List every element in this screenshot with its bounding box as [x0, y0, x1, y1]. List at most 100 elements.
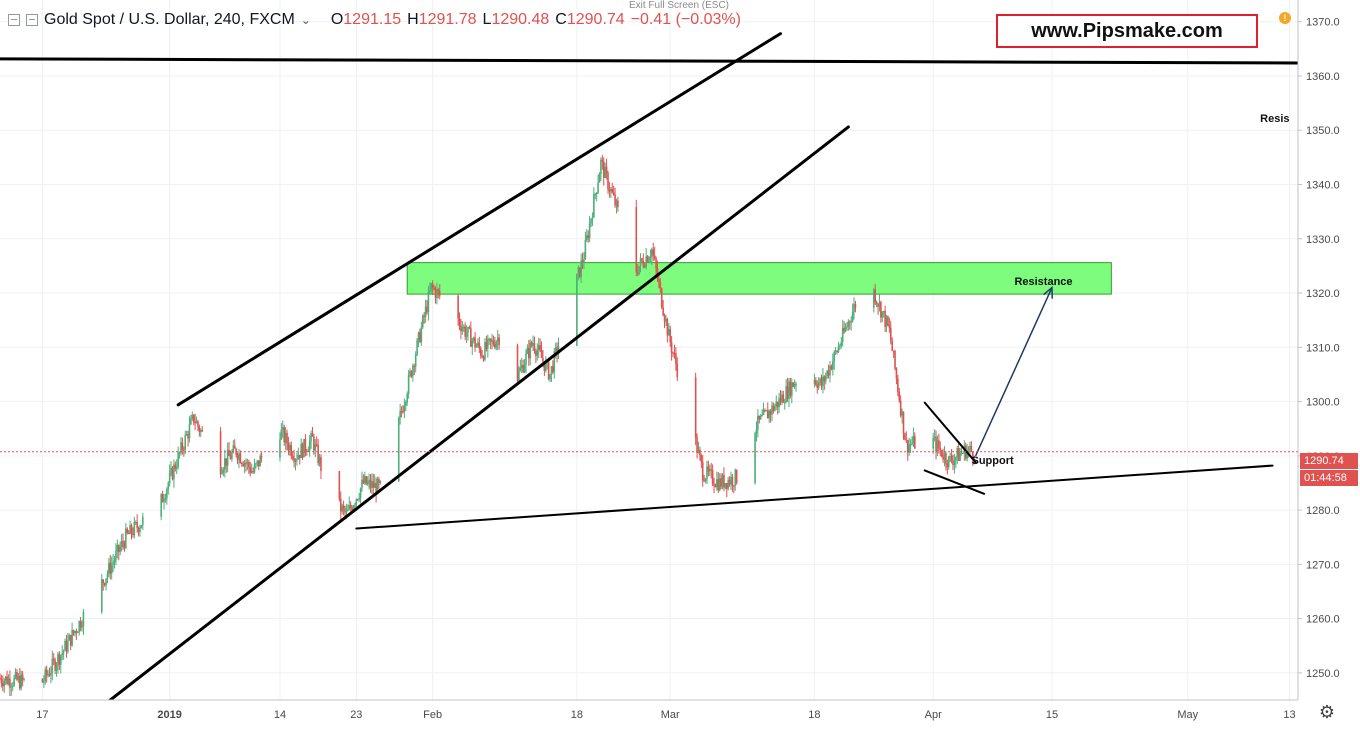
candle-body	[462, 326, 465, 329]
candle-body	[888, 324, 891, 328]
candle-body	[236, 454, 239, 460]
x-tick-label: Mar	[661, 709, 680, 721]
candle-body	[815, 379, 817, 385]
candle-body	[457, 295, 459, 319]
candle-body	[65, 640, 68, 652]
candle-body	[372, 481, 375, 488]
candle-body	[663, 315, 666, 322]
symbol-title[interactable]: Gold Spot / U.S. Dollar, 240, FXCM	[44, 11, 295, 28]
candle-body	[491, 340, 493, 342]
candle-body	[707, 466, 710, 472]
candle-body	[636, 271, 639, 275]
candle-body	[21, 674, 24, 680]
candle-body	[768, 410, 770, 419]
candle-body	[9, 678, 11, 688]
gear-icon[interactable]: ⚙	[1318, 702, 1336, 722]
candle-body	[59, 655, 62, 665]
candle-body	[827, 370, 830, 376]
candle-body	[557, 345, 560, 354]
candle-body	[970, 446, 973, 452]
candle-body	[225, 458, 228, 466]
candle-body	[766, 410, 769, 419]
candle-body	[706, 466, 708, 479]
change-value: −0.41 (−0.03%)	[630, 11, 741, 28]
candle-body	[359, 488, 362, 499]
candle-body	[704, 478, 707, 482]
y-tick-label: 1320.0	[1306, 288, 1340, 300]
high-value: 1291.78	[418, 11, 477, 28]
candle-body	[109, 562, 112, 574]
candle-body	[365, 476, 368, 485]
candle-body	[694, 377, 697, 438]
candle-body	[81, 626, 83, 628]
candle-body	[310, 433, 312, 442]
candle-body	[117, 544, 120, 552]
candle-body	[438, 291, 441, 296]
candle-body	[713, 483, 715, 487]
candle-body	[174, 464, 177, 469]
exit-fullscreen-hint[interactable]: Exit Full Screen (ESC)	[628, 0, 730, 11]
candle-body	[482, 356, 485, 360]
candle-body	[423, 315, 425, 317]
candle-body	[733, 485, 735, 487]
candle-body	[67, 640, 69, 652]
collapse-icon-2[interactable]	[26, 14, 38, 26]
candle-body	[793, 383, 796, 387]
candle-body	[667, 328, 670, 336]
chart-header: Gold Spot / U.S. Dollar, 240, FXCM ⌄ O12…	[8, 8, 741, 32]
candle-body	[140, 525, 143, 528]
candle-body	[792, 382, 795, 387]
y-tick-label: 1360.0	[1306, 71, 1340, 83]
candle-body	[536, 350, 539, 356]
chevron-down-icon[interactable]: ⌄	[300, 13, 311, 27]
candle-body	[136, 521, 138, 528]
candle-body	[498, 337, 500, 345]
candle-body	[912, 435, 915, 444]
y-tick-label: 1310.0	[1306, 342, 1340, 354]
candle-body	[112, 562, 114, 565]
candle-body	[345, 511, 348, 513]
resistance-zone	[406, 262, 1112, 295]
candle-body	[488, 338, 491, 340]
candle-body	[933, 436, 936, 438]
candle-body	[946, 463, 949, 468]
candle-body	[115, 551, 117, 561]
annotations: Resistance Support Resis	[972, 113, 1290, 467]
candle-body	[178, 452, 181, 454]
candle-body	[467, 327, 469, 334]
candle-body	[108, 562, 110, 574]
candle-body	[175, 467, 178, 469]
candle-body	[666, 319, 669, 336]
candle-body	[416, 339, 418, 355]
candle-body	[529, 342, 532, 359]
candle-body	[602, 161, 605, 178]
candle-body	[297, 454, 300, 459]
candle-body	[74, 631, 76, 634]
x-tick-label: Feb	[423, 709, 442, 721]
candle-body	[429, 290, 431, 292]
alert-icon[interactable]: !	[1279, 12, 1291, 24]
candle-body	[904, 433, 906, 440]
candle-body	[434, 289, 437, 298]
candle-body	[307, 450, 310, 452]
candle-body	[591, 217, 594, 219]
collapse-icon[interactable]	[8, 14, 20, 26]
candle-body	[710, 469, 713, 471]
candle-body	[407, 374, 410, 395]
candle-body	[894, 350, 896, 369]
candle-body	[585, 235, 588, 241]
candle-body	[375, 482, 377, 495]
candle-body	[246, 461, 249, 464]
watermark-brand: www.Pipsmake.com	[996, 14, 1258, 48]
candle-body	[427, 291, 430, 313]
candle-body	[839, 345, 841, 347]
candle-body	[909, 444, 912, 446]
candle-body	[57, 654, 59, 666]
candle-body	[127, 532, 130, 535]
candle-body	[728, 479, 731, 485]
candle-body	[142, 516, 144, 526]
candle-body	[369, 479, 372, 488]
candle-body	[645, 256, 647, 267]
